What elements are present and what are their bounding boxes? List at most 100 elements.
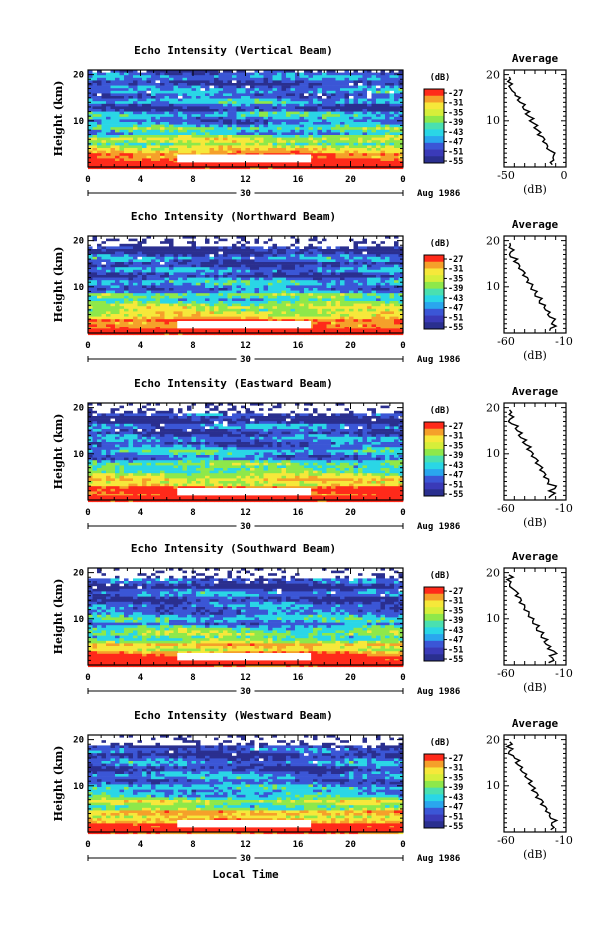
heatmap-cell — [344, 127, 350, 131]
heatmap-cell — [317, 122, 323, 125]
heatmap-cell — [344, 122, 350, 125]
heatmap-cell — [218, 277, 224, 281]
heatmap-cell — [268, 111, 273, 115]
heatmap-cell — [340, 129, 345, 133]
heatmap-cell — [254, 314, 260, 317]
heatmap-cell — [124, 106, 129, 110]
heatmap-cell — [340, 88, 345, 92]
heatmap-cell — [137, 290, 143, 294]
heatmap-cell — [146, 246, 152, 250]
heatmap-cell — [254, 236, 260, 239]
heatmap-cell — [304, 70, 309, 73]
heatmap-cell — [209, 290, 215, 294]
heatmap-cell — [97, 101, 102, 105]
heatmap-cell — [106, 269, 111, 273]
heatmap-cell — [227, 295, 233, 299]
heatmap-cell — [187, 290, 192, 294]
heatmap-cell — [236, 301, 242, 304]
heatmap-cell — [236, 332, 242, 336]
heatmap-cell — [254, 135, 260, 138]
heatmap-cell — [295, 267, 300, 271]
heatmap-cell — [137, 129, 143, 133]
heatmap-cell — [200, 101, 206, 105]
heatmap-cell — [268, 114, 273, 118]
heatmap-cell — [106, 155, 111, 159]
heatmap-cell — [295, 295, 300, 299]
heatmap-cell — [187, 88, 192, 92]
heatmap-cell — [137, 236, 143, 239]
heatmap-cell — [317, 280, 323, 284]
heatmap-cell — [308, 116, 314, 120]
heatmap-cell — [223, 249, 228, 252]
heatmap-cell — [299, 70, 305, 73]
heatmap-cell — [304, 122, 309, 125]
heatmap-cell — [317, 77, 323, 81]
heatmap-cell — [250, 116, 255, 120]
heatmap-cell — [263, 127, 269, 131]
heatmap-cell — [128, 243, 134, 247]
heatmap-cell — [277, 259, 282, 263]
heatmap-cell — [277, 314, 282, 317]
heatmap-cell — [304, 127, 309, 131]
heatmap-cell — [160, 303, 165, 307]
heatmap-cell — [200, 277, 206, 281]
heatmap-cell — [97, 236, 102, 239]
heatmap-cell — [119, 293, 125, 297]
heatmap-cell — [214, 96, 219, 99]
heatmap-cell — [191, 85, 197, 89]
heatmap-cell — [259, 148, 264, 151]
heatmap-cell — [335, 83, 341, 86]
heatmap-cell — [317, 238, 323, 242]
heatmap-cell — [97, 288, 102, 291]
heatmap-cell — [119, 251, 125, 255]
heatmap-cell — [236, 238, 242, 242]
heatmap-cell — [146, 321, 152, 325]
heatmap-cell — [385, 158, 390, 162]
heatmap-cell — [200, 254, 206, 258]
heatmap-cell — [173, 295, 179, 299]
heatmap-cell — [250, 293, 255, 297]
heatmap-cell — [398, 80, 404, 84]
heatmap-cell — [173, 308, 179, 312]
heatmap-cell — [308, 96, 314, 99]
heatmap-cell — [200, 80, 206, 84]
heatmap-cell — [209, 236, 215, 239]
heatmap-cell — [169, 319, 174, 323]
heatmap-cell — [322, 127, 327, 131]
heatmap-cell — [200, 109, 206, 112]
heatmap-cell — [295, 251, 300, 255]
heatmap-cell — [304, 150, 309, 154]
heatmap-cell — [182, 277, 188, 281]
heatmap-cell — [227, 314, 233, 317]
heatmap-cell — [187, 85, 192, 89]
heatmap-cell — [241, 264, 246, 268]
heatmap-cell — [160, 155, 165, 159]
heatmap-cell — [182, 72, 188, 76]
heatmap-cell — [160, 311, 165, 315]
heatmap-cell — [245, 106, 251, 110]
heatmap-cell — [196, 135, 201, 138]
heatmap-cell — [218, 282, 224, 286]
heatmap-cell — [385, 72, 390, 76]
heatmap-cell — [236, 275, 242, 278]
heatmap-cell — [232, 106, 237, 110]
heatmap-cell — [254, 140, 260, 144]
heatmap-cell — [218, 119, 224, 123]
heatmap-cell — [286, 298, 291, 302]
heatmap-cell — [124, 262, 129, 265]
heatmap-cell — [223, 145, 228, 149]
heatmap-cell — [209, 106, 215, 110]
colorbar-segment — [424, 122, 444, 130]
heatmap-cell — [335, 301, 341, 304]
heatmap-cell — [290, 98, 296, 102]
heatmap-cell — [250, 72, 255, 76]
heatmap-cell — [151, 72, 156, 76]
heatmap-cell — [254, 285, 260, 289]
heatmap-cell — [322, 321, 327, 325]
heatmap-cell — [317, 111, 323, 115]
heatmap-cell — [133, 148, 138, 151]
heatmap-cell — [119, 280, 125, 284]
heatmap-cell — [362, 114, 368, 118]
heatmap-cell — [106, 148, 111, 151]
heatmap-cell — [241, 332, 246, 336]
